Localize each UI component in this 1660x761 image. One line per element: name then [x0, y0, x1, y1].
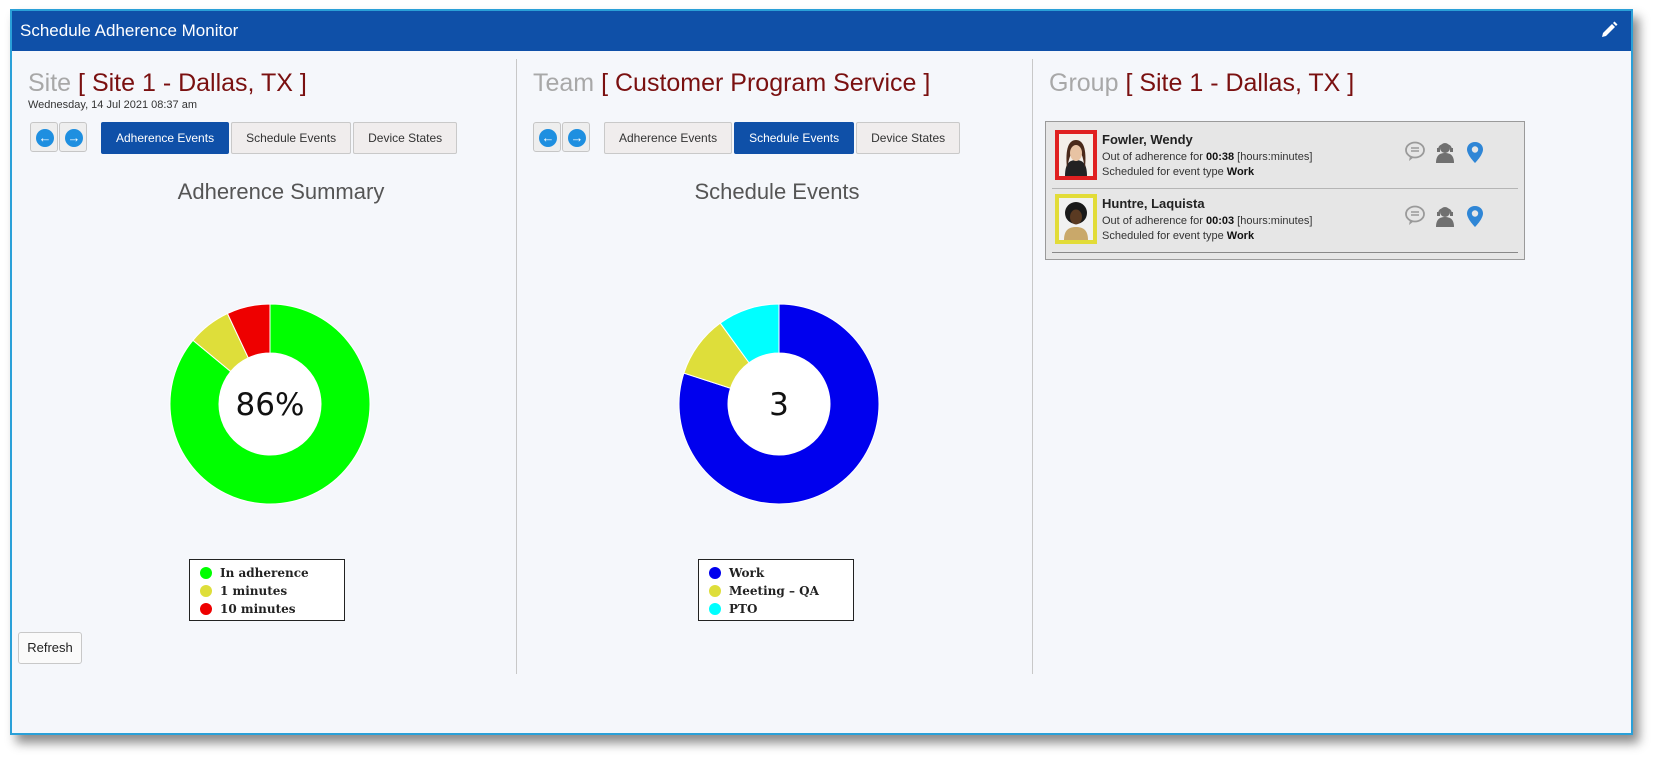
site-name: [ Site 1 - Dallas, TX ] — [78, 69, 307, 97]
legend-swatch — [709, 603, 721, 615]
legend-label: In adherence — [220, 566, 309, 580]
event-prefix: Scheduled for event type — [1102, 166, 1224, 178]
team-panel: Team [ Customer Program Service ] ← → Ad… — [517, 51, 1063, 686]
donut-center-label: 3 — [769, 387, 789, 423]
schedule-events-donut-chart: 3 — [678, 303, 880, 505]
legend-label: 10 minutes — [220, 602, 296, 616]
schedule-adherence-window: Schedule Adherence Monitor Site [ Site 1… — [10, 9, 1633, 735]
arrow-left-icon: ← — [36, 129, 54, 147]
agent-headset-icon[interactable] — [1434, 204, 1456, 228]
refresh-button[interactable]: Refresh — [18, 632, 82, 664]
avatar — [1055, 130, 1097, 180]
panel-divider — [516, 59, 517, 674]
agent-actions — [1404, 204, 1486, 228]
tab-schedule-events[interactable]: Schedule Events — [231, 122, 352, 154]
slice-in-adherence[interactable] — [169, 303, 371, 505]
agent-headset-icon[interactable] — [1434, 140, 1456, 164]
agent-name: Fowler, Wendy — [1102, 132, 1193, 147]
legend-swatch — [200, 567, 212, 579]
chat-icon[interactable] — [1404, 204, 1426, 228]
group-name: [ Site 1 - Dallas, TX ] — [1125, 69, 1355, 97]
legend-swatch — [200, 603, 212, 615]
tab-adherence-events[interactable]: Adherence Events — [101, 122, 230, 154]
agent-row[interactable]: Huntre, Laquista Out of adherence for 00… — [1052, 190, 1518, 253]
legend-label: Work — [729, 566, 765, 580]
avatar — [1055, 194, 1097, 244]
previous-button[interactable]: ← — [30, 122, 58, 152]
slice-work[interactable] — [678, 303, 880, 505]
schedule-events-legend: Work Meeting – QA PTO — [698, 559, 854, 621]
arrow-right-icon: → — [65, 129, 83, 147]
legend-swatch — [200, 585, 212, 597]
legend-item[interactable]: Meeting – QA — [709, 582, 853, 600]
team-label: Team — [533, 69, 595, 97]
adherence-duration: 00:03 — [1205, 215, 1235, 227]
agent-actions — [1404, 140, 1486, 164]
status-prefix: Out of adherence for — [1102, 151, 1203, 163]
previous-button[interactable]: ← — [533, 122, 561, 152]
legend-item[interactable]: PTO — [709, 600, 853, 618]
site-tabs: Adherence Events Schedule Events Device … — [101, 122, 459, 154]
donut-center-label: 86% — [236, 387, 305, 423]
status-prefix: Out of adherence for — [1102, 215, 1203, 227]
legend-label: PTO — [729, 602, 758, 616]
legend-item[interactable]: Work — [709, 564, 853, 582]
tab-device-states[interactable]: Device States — [353, 122, 458, 154]
scheduled-event-line: Scheduled for event type Work — [1102, 230, 1254, 242]
team-name: [ Customer Program Service ] — [601, 69, 931, 97]
adherence-status-line: Out of adherence for 00:38 [hours:minute… — [1102, 151, 1312, 163]
legend-item[interactable]: 10 minutes — [200, 600, 344, 618]
event-type: Work — [1226, 166, 1255, 178]
group-label: Group — [1049, 69, 1119, 97]
panel-divider — [1032, 59, 1033, 674]
site-panel: Site [ Site 1 - Dallas, TX ] Wednesday, … — [12, 51, 550, 686]
duration-unit: [hours:minutes] — [1237, 151, 1313, 163]
adherence-status-line: Out of adherence for 00:03 [hours:minute… — [1102, 215, 1312, 227]
adherence-donut-chart: 86% — [169, 303, 371, 505]
scheduled-event-line: Scheduled for event type Work — [1102, 166, 1254, 178]
event-type: Work — [1226, 230, 1255, 242]
legend-item[interactable]: 1 minutes — [200, 582, 344, 600]
legend-item[interactable]: In adherence — [200, 564, 344, 582]
tab-device-states[interactable]: Device States — [856, 122, 961, 154]
next-button[interactable]: → — [59, 122, 87, 152]
slice-10-minutes[interactable] — [226, 303, 271, 359]
team-tabs: Adherence Events Schedule Events Device … — [604, 122, 962, 154]
legend-swatch — [709, 585, 721, 597]
duration-unit: [hours:minutes] — [1237, 215, 1313, 227]
slice-pto[interactable] — [719, 303, 780, 364]
adherence-legend: In adherence 1 minutes 10 minutes — [189, 559, 345, 621]
agent-list: Fowler, Wendy Out of adherence for 00:38… — [1045, 121, 1525, 260]
agent-photo-icon — [1059, 198, 1093, 240]
donut-hole — [728, 353, 830, 455]
legend-label: 1 minutes — [220, 584, 288, 598]
tab-schedule-events[interactable]: Schedule Events — [734, 122, 855, 154]
arrow-right-icon: → — [568, 129, 586, 147]
agent-photo-icon — [1059, 134, 1093, 176]
window-title: Schedule Adherence Monitor — [20, 21, 239, 40]
legend-label: Meeting – QA — [729, 584, 819, 598]
site-heading: Site [ Site 1 - Dallas, TX ] — [28, 69, 307, 98]
edit-pencil-icon[interactable] — [1599, 20, 1619, 40]
adherence-duration: 00:38 — [1205, 151, 1235, 163]
donut-hole — [219, 353, 321, 455]
chart-title: Schedule Events — [694, 179, 860, 204]
title-bar: Schedule Adherence Monitor — [12, 11, 1631, 51]
location-pin-icon[interactable] — [1464, 204, 1486, 228]
next-button[interactable]: → — [562, 122, 590, 152]
agent-row[interactable]: Fowler, Wendy Out of adherence for 00:38… — [1052, 126, 1518, 189]
legend-swatch — [709, 567, 721, 579]
group-panel: Group [ Site 1 - Dallas, TX ] Fowler, We… — [1033, 51, 1568, 686]
chart-title: Adherence Summary — [177, 179, 385, 204]
site-label: Site — [28, 69, 72, 97]
event-prefix: Scheduled for event type — [1102, 230, 1224, 242]
arrow-left-icon: ← — [539, 129, 557, 147]
team-heading: Team [ Customer Program Service ] — [533, 69, 930, 98]
agent-name: Huntre, Laquista — [1102, 196, 1205, 211]
tab-adherence-events[interactable]: Adherence Events — [604, 122, 733, 154]
location-pin-icon[interactable] — [1464, 140, 1486, 164]
chat-icon[interactable] — [1404, 140, 1426, 164]
current-date: Wednesday, 14 Jul 2021 08:37 am — [28, 99, 197, 111]
group-heading: Group [ Site 1 - Dallas, TX ] — [1049, 69, 1354, 98]
